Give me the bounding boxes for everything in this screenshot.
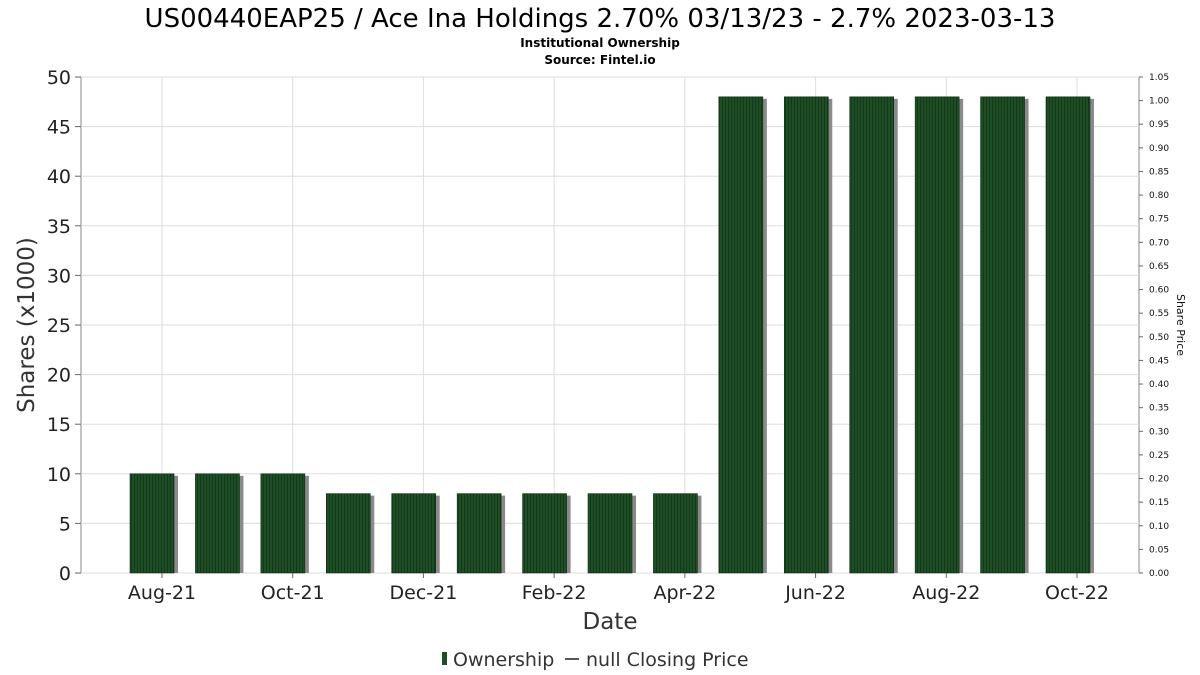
right-tick-label: 0.50 (1149, 333, 1169, 343)
y-axis-label: Shares (x1000) (14, 237, 40, 413)
left-tick-label: 45 (47, 117, 71, 139)
right-tick-label: 0.10 (1149, 522, 1169, 532)
left-tick-label: 10 (47, 464, 71, 486)
right-tick-label: 0.25 (1149, 451, 1169, 461)
chart-title: US00440EAP25 / Ace Ina Holdings 2.70% 03… (145, 4, 1056, 34)
ownership-bar (980, 96, 1025, 574)
ownership-bar (325, 493, 371, 574)
chart-subtitle: Institutional Ownership (520, 36, 680, 50)
x-tick-label: Dec-21 (390, 582, 458, 604)
right-tick-label: 0.85 (1149, 167, 1169, 177)
chart-source: Source: Fintel.io (544, 53, 655, 67)
ownership-bar (391, 493, 437, 574)
x-tick-label: Oct-21 (261, 582, 325, 604)
ownership-bar (1045, 96, 1091, 574)
left-tick-label: 5 (59, 513, 71, 535)
x-axis-ticks: Aug-21 Oct-21 Dec-21 Feb-22 Apr-22 Jun-22 Aug-… (128, 573, 1109, 604)
right-tick-label: 0.65 (1149, 262, 1169, 272)
ownership-bar (914, 96, 960, 574)
right-tick-label: 0.20 (1149, 475, 1169, 485)
right-tick-label: 0.40 (1149, 380, 1169, 390)
right-tick-label: 0.95 (1149, 120, 1169, 130)
legend-price-label: null Closing Price (586, 649, 749, 671)
ownership-bar (260, 473, 306, 574)
x-axis-label: Date (583, 609, 638, 635)
bar-series-ownership (129, 96, 1094, 574)
left-tick-label: 35 (47, 216, 71, 238)
right-tick-label: 0.75 (1149, 215, 1169, 225)
left-tick-label: 30 (47, 265, 71, 287)
right-tick-label: 0.00 (1149, 569, 1169, 579)
right-axis-label: Share Price (1174, 294, 1187, 356)
ownership-bar (783, 96, 829, 574)
legend: Ownership null Closing Price (442, 649, 749, 671)
right-axis-ticks: 0.00 0.05 0.10 0.15 0.20 0.25 0.30 0.35 0.40 0.45… (1139, 73, 1169, 579)
left-tick-label: 15 (47, 414, 71, 436)
ownership-bar (849, 96, 895, 574)
left-tick-label: 40 (47, 166, 71, 188)
right-tick-label: 0.15 (1149, 498, 1169, 508)
right-tick-label: 0.80 (1149, 191, 1169, 201)
x-tick-label: Feb-22 (522, 582, 587, 604)
right-tick-label: 0.60 (1149, 286, 1169, 296)
right-tick-label: 0.45 (1149, 356, 1169, 366)
right-tick-label: 0.90 (1149, 144, 1169, 154)
left-tick-label: 20 (47, 365, 71, 387)
ownership-bar (522, 493, 567, 574)
ownership-bar (195, 473, 240, 574)
right-tick-label: 0.05 (1149, 545, 1169, 555)
ownership-bar (718, 96, 764, 574)
right-tick-label: 0.30 (1149, 427, 1169, 437)
left-axis-ticks: 0 5 10 15 20 25 30 35 40 45 50 (47, 67, 81, 585)
left-tick-label: 0 (59, 563, 71, 585)
left-tick-label: 50 (47, 67, 71, 89)
ownership-bar (653, 493, 698, 574)
x-tick-label: Oct-22 (1045, 582, 1109, 604)
legend-ownership-label: Ownership (453, 649, 554, 671)
right-tick-label: 1.05 (1149, 73, 1169, 83)
x-tick-label: Jun-22 (784, 582, 846, 604)
x-tick-label: Aug-21 (128, 582, 196, 604)
x-tick-label: Apr-22 (654, 582, 717, 604)
right-tick-label: 0.70 (1149, 238, 1169, 248)
right-tick-label: 0.55 (1149, 309, 1169, 319)
ownership-bar (456, 493, 502, 574)
ownership-bar (587, 493, 633, 574)
ownership-legend-icon (442, 652, 447, 665)
left-tick-label: 25 (47, 315, 71, 337)
x-tick-label: Aug-22 (912, 582, 980, 604)
right-tick-label: 0.35 (1149, 404, 1169, 414)
right-tick-label: 1.00 (1149, 97, 1169, 107)
ownership-bar (129, 473, 175, 574)
